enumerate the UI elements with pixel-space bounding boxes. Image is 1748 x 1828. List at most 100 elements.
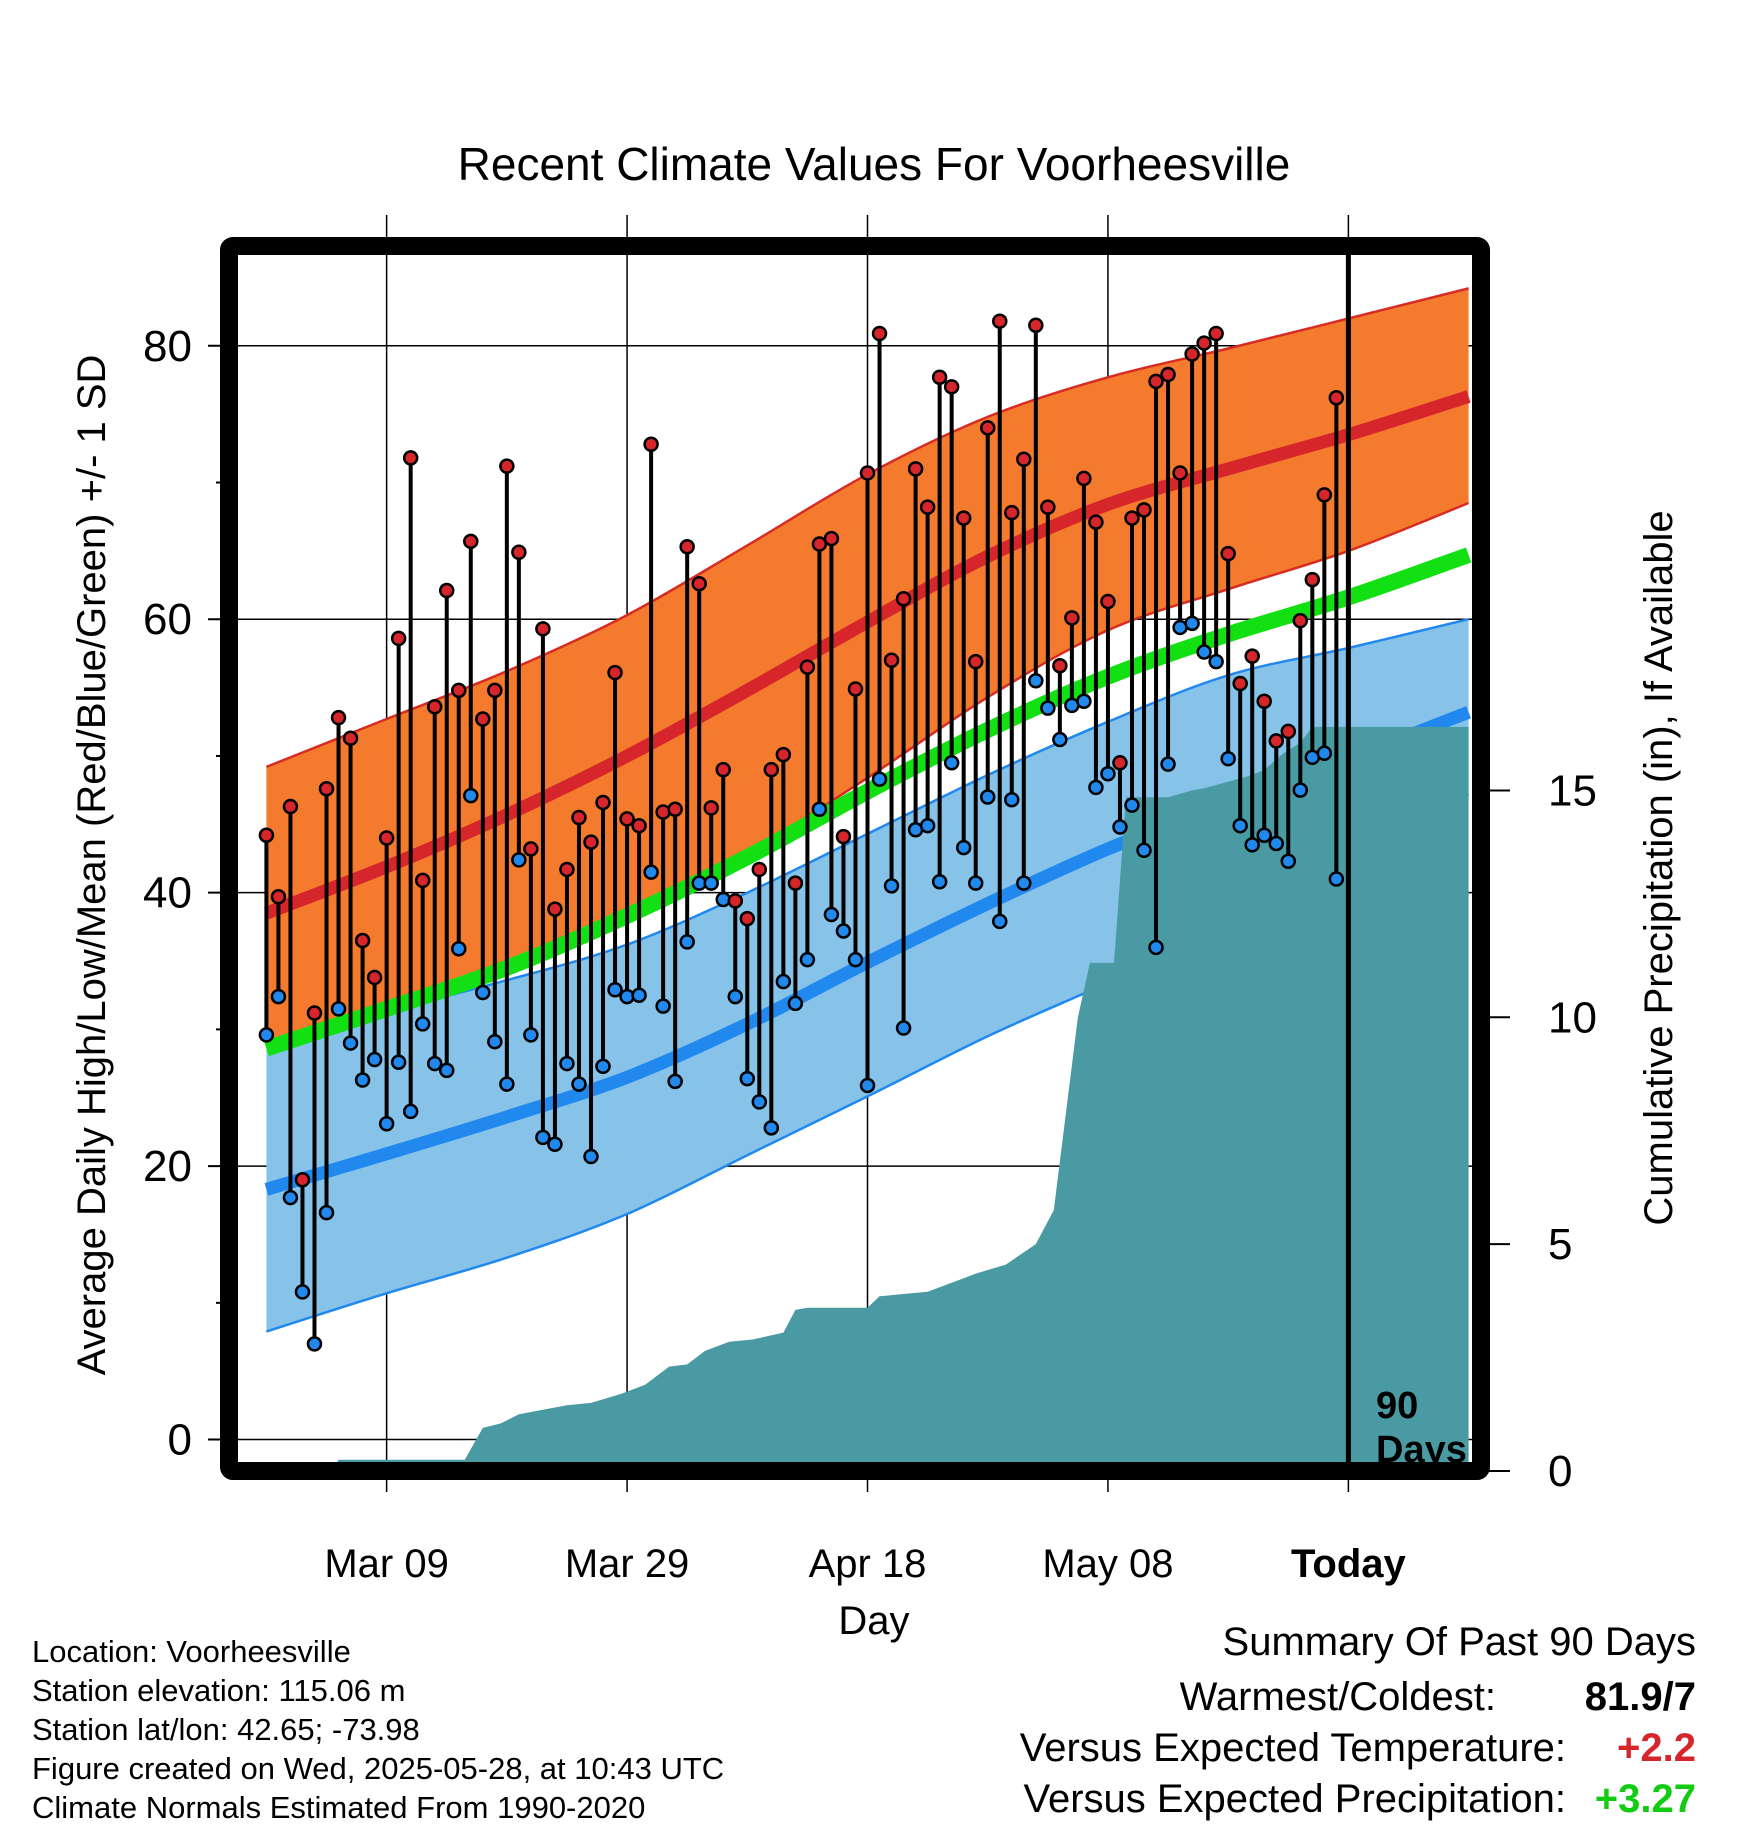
daily-high-point [631, 817, 647, 834]
daily-high-point [1232, 675, 1248, 692]
daily-low-point [451, 940, 467, 957]
location-text: Location: Voorheesville [32, 1634, 351, 1669]
daily-range-stems [264, 321, 1339, 1344]
daily-high-point [859, 465, 876, 481]
daily-high-point [523, 841, 539, 857]
daily-high-point [487, 682, 503, 699]
y2-tick-label: 15 [1548, 766, 1597, 815]
precipitation-delta-row: Versus Expected Precipitation: +3.27 [1020, 1777, 1696, 1828]
daily-high-point [727, 893, 744, 909]
daily-low-point [1184, 615, 1200, 632]
x-tick-label: Apr 18 [809, 1542, 927, 1586]
daily-low-point [366, 1051, 383, 1068]
daily-high-point [330, 709, 347, 726]
daily-low-point [1112, 819, 1128, 835]
daily-low-point [306, 1336, 323, 1352]
daily-high-point [775, 746, 792, 763]
daily-high-point [342, 730, 359, 746]
daily-low-point [823, 906, 840, 923]
daily-low-point [1148, 939, 1164, 956]
daily-high-point [1040, 499, 1056, 515]
daily-high-point [318, 781, 335, 797]
daily-high-point [823, 530, 840, 547]
daily-high-point [547, 901, 563, 917]
x-tick-label: Mar 09 [324, 1542, 449, 1586]
daily-low-point [1328, 871, 1345, 887]
daily-low-point [595, 1058, 611, 1075]
daily-high-point [787, 875, 804, 891]
daily-high-point [991, 313, 1008, 329]
daily-high-point [1280, 723, 1297, 740]
daily-high-point [282, 798, 299, 815]
daily-low-point [1208, 653, 1224, 670]
daily-low-point [1280, 853, 1297, 869]
daily-high-point [402, 450, 419, 466]
daily-high-point [306, 1005, 323, 1021]
daily-low-point [991, 913, 1008, 930]
daily-high-point [643, 436, 659, 452]
daily-high-point [1016, 451, 1032, 468]
daily-low-point [535, 1129, 551, 1146]
daily-low-point [1256, 827, 1272, 844]
daily-high-point [595, 794, 611, 811]
daily-high-point [943, 379, 960, 395]
daily-high-point [1076, 470, 1092, 487]
daily-high-point [1064, 610, 1080, 626]
x-axis-label: Day [838, 1599, 909, 1643]
daily-low-point [1268, 835, 1285, 852]
daily-low-point [871, 771, 888, 787]
daily-low-point [847, 951, 864, 968]
plot-frame [220, 237, 1490, 1480]
daily-high-point [258, 827, 275, 844]
daily-high-point [535, 621, 551, 637]
precip-area [334, 726, 1469, 1467]
daily-high-point [847, 681, 864, 697]
daily-high-point [1268, 733, 1285, 749]
warmest-coldest-label: Warmest/Coldest: [1179, 1675, 1496, 1719]
daily-high-point [571, 809, 587, 826]
daily-high-point [583, 834, 599, 850]
daily-high-point [390, 630, 407, 647]
daily-low-point [1220, 750, 1236, 767]
y2-tick-label: 0 [1548, 1447, 1572, 1496]
daily-high-point [414, 872, 431, 889]
daily-high-point [715, 761, 731, 778]
daily-high-point [919, 499, 936, 515]
daily-high-point [1172, 465, 1188, 481]
x-tick-label: Mar 29 [565, 1542, 690, 1586]
daily-low-point [919, 817, 936, 834]
daily-high-point [1100, 593, 1116, 610]
daily-low-point [1244, 837, 1260, 853]
daily-low-point [895, 1020, 912, 1036]
daily-high-point [1256, 693, 1272, 710]
chart-title: Recent Climate Values For Voorheesville [458, 138, 1291, 190]
axes: Mar 09 Mar 29 Apr 18 May 08 Today 0 20 40 60 80 0 5… [143, 322, 1597, 1586]
daily-low-point [955, 839, 972, 856]
x-tick-label: Today [1291, 1542, 1407, 1586]
daily-low-point [811, 801, 828, 818]
daily-low-point [463, 787, 479, 804]
daily-low-point [667, 1073, 683, 1090]
daily-low-point [775, 973, 792, 990]
warmest-coldest-value: 81.9/7 [1584, 1675, 1696, 1719]
daily-high-point [1004, 504, 1020, 521]
daily-low-point [1004, 791, 1020, 808]
y-tick-label: 0 [168, 1416, 192, 1465]
daily-low-point [583, 1148, 599, 1165]
summary-title: Summary Of Past 90 Days [1222, 1620, 1696, 1664]
daily-low-point [1016, 875, 1032, 891]
daily-low-point [679, 934, 695, 950]
normals-text: Climate Normals Estimated From 1990-2020 [32, 1790, 646, 1825]
daily-low-point [511, 852, 527, 868]
daily-low-point [751, 1094, 768, 1110]
daily-low-point [1292, 782, 1309, 798]
daily-high-point [967, 653, 984, 670]
station-info: Location: Voorheesville Station elevatio… [32, 1632, 724, 1827]
daily-low-point [1124, 797, 1140, 813]
daily-high-point [607, 664, 623, 681]
daily-high-point [463, 533, 479, 550]
daily-high-point [1052, 657, 1068, 674]
daily-low-point [330, 1001, 347, 1017]
y-tick-label: 20 [143, 1142, 192, 1191]
